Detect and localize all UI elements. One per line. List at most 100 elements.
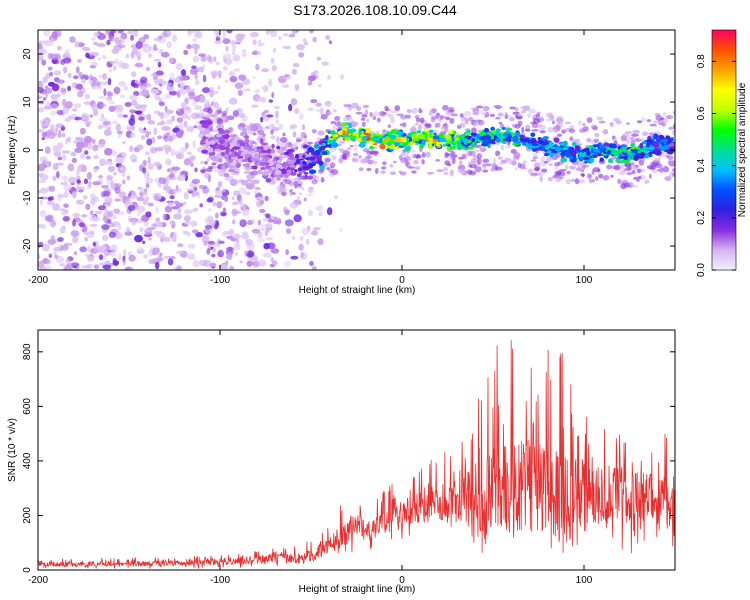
heatmap-cell (297, 185, 301, 188)
heatmap-cell (67, 176, 77, 184)
heatmap-cell (597, 153, 602, 157)
heatmap-cell (299, 162, 303, 168)
heatmap-cell (124, 231, 133, 236)
heatmap-cell (561, 129, 567, 134)
heatmap-cell (192, 140, 196, 148)
heatmap-cell (212, 56, 217, 62)
heatmap-cell (139, 226, 144, 233)
heatmap-cell (648, 146, 655, 150)
heatmap-cell (171, 115, 175, 122)
heatmap-cell (543, 160, 549, 164)
heatmap-cell (346, 118, 355, 123)
heatmap-cell (50, 53, 59, 60)
heatmap-cell (213, 241, 221, 248)
heatmap-cell (270, 58, 275, 64)
heatmap-cell (109, 179, 114, 187)
heatmap-cell (648, 151, 653, 156)
heatmap-cell (298, 112, 304, 121)
heatmap-cell (107, 165, 116, 173)
heatmap-cell (226, 58, 232, 66)
heatmap-cell (467, 161, 473, 165)
heatmap-cell (636, 168, 642, 174)
heatmap-cell (578, 128, 586, 133)
heatmap-cell (92, 144, 99, 152)
heatmap-cell (252, 39, 257, 46)
heatmap-cell (580, 173, 586, 177)
heatmap-cell (63, 190, 69, 199)
heatmap-cell (337, 130, 344, 135)
heatmap-cell (165, 185, 169, 194)
heatmap-cell (356, 106, 362, 111)
heatmap-cell (330, 168, 339, 176)
heatmap-cell (251, 141, 258, 145)
heatmap-cell (103, 190, 111, 197)
heatmap-cell (571, 141, 577, 147)
heatmap-cell (109, 251, 117, 257)
heatmap-cell (311, 179, 318, 185)
heatmap-cell (87, 255, 94, 263)
heatmap-cell (113, 208, 121, 214)
heatmap-cell (163, 236, 171, 243)
heatmap-cell (428, 133, 433, 139)
heatmap-cell (408, 137, 413, 142)
heatmap-cell (218, 131, 226, 135)
snr-line (38, 340, 675, 569)
heatmap-cell (555, 146, 562, 152)
heatmap-cell (162, 111, 170, 119)
heatmap-cell (660, 122, 665, 126)
heatmap-cell (162, 144, 172, 150)
heatmap-cell (238, 187, 247, 195)
heatmap-cell (49, 71, 54, 77)
heatmap-cell (472, 121, 479, 128)
heatmap-cell (101, 184, 110, 189)
heatmap-cell (439, 114, 444, 121)
heatmap-cell (294, 108, 300, 115)
heatmap-cell (255, 63, 260, 71)
heatmap-cell (352, 152, 359, 157)
heatmap-cell (39, 199, 43, 206)
heatmap-cell (189, 155, 197, 161)
heatmap-cell (86, 171, 92, 180)
heatmap-cell (108, 100, 116, 105)
heatmap-cell (553, 129, 559, 134)
x-tick-label: 100 (576, 575, 593, 586)
heatmap-cell (376, 117, 381, 123)
heatmap-cell (646, 119, 651, 123)
heatmap-cell (38, 40, 45, 44)
heatmap-cell (228, 97, 238, 105)
heatmap-cell (284, 151, 290, 156)
heatmap-cell (117, 60, 125, 68)
heatmap-cell (354, 144, 359, 148)
heatmap-cell (168, 57, 174, 64)
heatmap-cell (192, 55, 200, 63)
heatmap-cell (302, 38, 307, 43)
heatmap-cell (620, 163, 625, 169)
heatmap-cell (537, 139, 544, 145)
heatmap-cell (438, 132, 444, 139)
heatmap-cell (374, 150, 379, 155)
heatmap-cell (65, 101, 73, 109)
heatmap-cell (214, 194, 222, 198)
heatmap-cell (463, 110, 472, 117)
heatmap-cell (222, 207, 227, 212)
heatmap-cell (350, 128, 357, 133)
heatmap-cell (447, 130, 454, 135)
heatmap-cell (302, 154, 306, 159)
heatmap-cell (451, 157, 456, 165)
bottom-plot-frame (37, 329, 676, 571)
heatmap-cell (630, 143, 636, 148)
heatmap-cell (471, 141, 476, 147)
heatmap-cell (179, 76, 188, 81)
heatmap-cell (547, 126, 554, 133)
heatmap-cell (557, 133, 563, 137)
heatmap-cell (317, 130, 325, 136)
heatmap-cell (307, 186, 315, 191)
heatmap-cell (380, 170, 386, 174)
heatmap-cell (638, 175, 642, 179)
heatmap-cell (574, 178, 580, 185)
heatmap-cell (514, 123, 521, 129)
heatmap-cell (299, 138, 308, 142)
heatmap-cell (199, 120, 207, 125)
heatmap-cell (439, 138, 447, 143)
heatmap-cell (194, 79, 200, 86)
